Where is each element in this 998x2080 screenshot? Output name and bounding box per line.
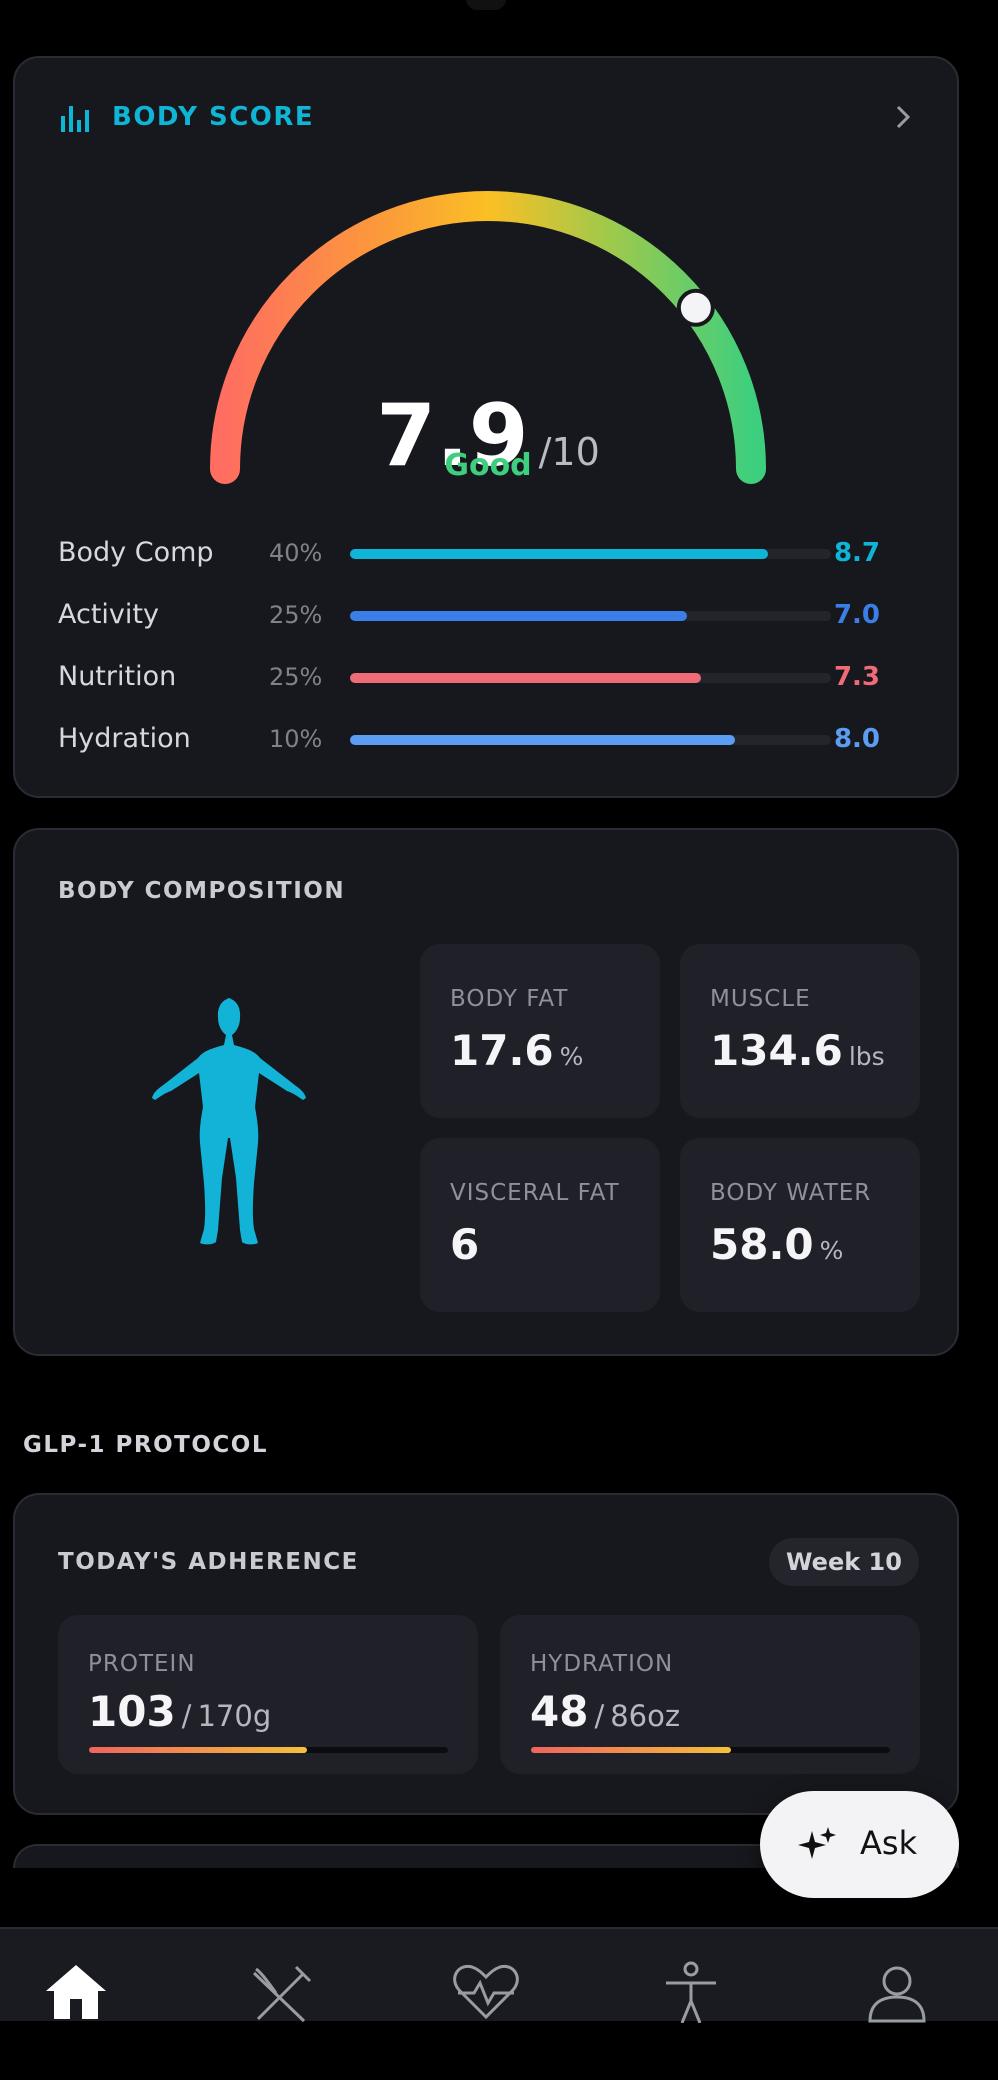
adherence-value-line: 48/86oz bbox=[530, 1687, 680, 1736]
metric-tile: BODY FAT 17.6% bbox=[420, 944, 660, 1118]
metric-weight: 25% bbox=[269, 601, 323, 629]
adherence-track bbox=[89, 1747, 448, 1753]
score: 7.9 bbox=[376, 386, 529, 486]
adherence-label: PROTEIN bbox=[88, 1651, 196, 1677]
metric-bar bbox=[350, 549, 769, 559]
body-figure bbox=[152, 998, 306, 1245]
tile-value-line: 6 bbox=[450, 1220, 479, 1269]
tile-unit: % bbox=[559, 1042, 584, 1071]
metric-score: 7.0 bbox=[833, 600, 880, 630]
gauge-arc bbox=[210, 191, 766, 484]
score-line: 7.9/10 bbox=[15, 386, 961, 486]
metric-name: Hydration bbox=[58, 723, 191, 754]
card-title: BODY COMPOSITION bbox=[58, 878, 346, 904]
tile-value: 58.0 bbox=[710, 1220, 814, 1269]
adherence-label: HYDRATION bbox=[530, 1651, 674, 1677]
metric-score: 8.0 bbox=[833, 724, 880, 754]
scale-max: 10 bbox=[551, 430, 600, 474]
tile-value: 134.6 bbox=[710, 1026, 843, 1075]
tile-label: MUSCLE bbox=[710, 986, 811, 1012]
metric-tile: VISCERAL FAT 6 bbox=[420, 1138, 660, 1312]
tile-label: BODY WATER bbox=[710, 1180, 872, 1206]
card-title: TODAY'S ADHERENCE bbox=[58, 1549, 359, 1575]
tile-value: 17.6 bbox=[450, 1026, 554, 1075]
adherence-tile: PROTEIN 103/170g bbox=[58, 1615, 478, 1774]
metric-track bbox=[350, 611, 831, 621]
metric-score: 7.3 bbox=[833, 662, 880, 692]
ask-label: Ask bbox=[860, 1824, 918, 1862]
nutrition-tab[interactable] bbox=[252, 1965, 312, 2023]
section-title: GLP-1 PROTOCOL bbox=[23, 1432, 268, 1458]
body-composition-card[interactable]: BODY COMPOSITION BODY FAT 17.6% MUSCLE 134.… bbox=[13, 828, 959, 1356]
adherence-value-line: 103/170g bbox=[88, 1687, 271, 1736]
metric-bar bbox=[350, 735, 735, 745]
metric-weight: 40% bbox=[269, 539, 323, 567]
card-title: BODY SCORE bbox=[112, 102, 315, 132]
tab-bar bbox=[0, 1927, 998, 2023]
metric-name: Nutrition bbox=[58, 661, 177, 692]
tile-unit: % bbox=[819, 1236, 844, 1265]
tile-label: VISCERAL FAT bbox=[450, 1180, 620, 1206]
metric-name: Activity bbox=[58, 599, 159, 630]
metric-bar bbox=[350, 673, 702, 683]
adherence-unit: oz bbox=[647, 1699, 681, 1733]
metric-tile: MUSCLE 134.6 lbs bbox=[680, 944, 920, 1118]
adherence-goal: 86 bbox=[610, 1699, 648, 1733]
metric-track bbox=[350, 549, 831, 559]
body-tab[interactable] bbox=[666, 1961, 716, 2023]
tab-icons bbox=[46, 1961, 926, 2023]
rating: Good bbox=[444, 448, 532, 483]
metric-track bbox=[350, 735, 831, 745]
tile-value: 6 bbox=[450, 1220, 480, 1269]
adherence-sep: / bbox=[181, 1699, 192, 1733]
metric-score: 8.7 bbox=[833, 538, 880, 568]
metric-tile: BODY WATER 58.0% bbox=[680, 1138, 920, 1312]
tile-unit: lbs bbox=[848, 1042, 885, 1071]
adherence-card[interactable]: TODAY'S ADHERENCE Week 10 PROTEIN 103/170… bbox=[13, 1493, 959, 1815]
chart-icon bbox=[61, 106, 89, 132]
metric-track bbox=[350, 673, 831, 683]
metrics: Body Comp 40% 8.7 Activity 25% 7.0 Nutrition 25… bbox=[2, 2, 961, 802]
metric-name: Body Comp bbox=[58, 537, 214, 568]
sparkle-icon bbox=[798, 1827, 836, 1859]
metric-weight: 25% bbox=[269, 663, 323, 691]
adherence-value: 48 bbox=[530, 1687, 589, 1736]
home-tab[interactable] bbox=[46, 1965, 106, 2019]
adherence-unit: g bbox=[252, 1699, 272, 1733]
adherence-goal: 170 bbox=[197, 1699, 253, 1733]
gauge bbox=[210, 191, 766, 484]
notch bbox=[466, 0, 506, 10]
tile-value-line: 134.6 lbs bbox=[710, 1026, 885, 1075]
adherence-bar bbox=[531, 1747, 732, 1753]
adherence-sep: / bbox=[594, 1699, 605, 1733]
chevron[interactable] bbox=[891, 102, 915, 132]
health-tab[interactable] bbox=[453, 1964, 519, 2020]
week-badge: Week 10 bbox=[769, 1538, 919, 1586]
ask-button[interactable]: Ask bbox=[760, 1791, 959, 1898]
adherence-value: 103 bbox=[88, 1687, 176, 1736]
metric-weight: 10% bbox=[269, 725, 323, 753]
body-score-card[interactable]: BODY SCORE 7.9/10 Good Body Comp 40% 8.7 Ac… bbox=[13, 56, 959, 798]
scale-sep: / bbox=[538, 430, 552, 474]
profile-tab[interactable] bbox=[868, 1966, 926, 2023]
tile-value-line: 58.0% bbox=[710, 1220, 843, 1269]
adherence-bar bbox=[89, 1747, 307, 1753]
adherence-track bbox=[531, 1747, 890, 1753]
tile-label: BODY FAT bbox=[450, 986, 569, 1012]
gauge-marker bbox=[676, 288, 715, 327]
metric-bar bbox=[350, 611, 687, 621]
adherence-tile: HYDRATION 48/86oz bbox=[500, 1615, 920, 1774]
tile-value-line: 17.6% bbox=[450, 1026, 583, 1075]
